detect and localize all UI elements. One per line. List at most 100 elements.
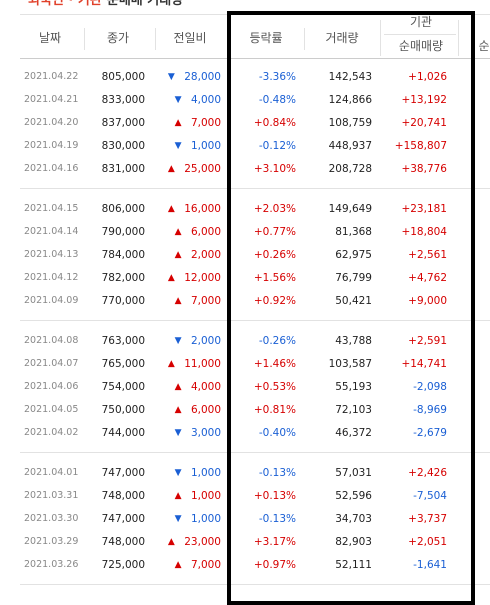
date: 2021.04.12 — [24, 272, 79, 283]
change: 23,000 — [184, 536, 221, 548]
volume: 81,368 — [335, 226, 372, 238]
change: 2,000 — [190, 335, 221, 347]
change-arrow: ▼ — [174, 514, 182, 524]
change: 7,000 — [190, 559, 221, 571]
volume: 108,759 — [328, 117, 372, 129]
volume: 52,111 — [335, 559, 372, 571]
rate: +1.56% — [253, 272, 296, 284]
inst-net: -2,679 — [413, 427, 447, 439]
date: 2021.04.09 — [24, 295, 79, 306]
inst-net: -7,504 — [413, 490, 447, 502]
change: 6,000 — [190, 404, 221, 416]
rate: -0.13% — [258, 513, 296, 525]
change: 11,000 — [184, 358, 221, 370]
date: 2021.04.06 — [24, 381, 79, 392]
change-arrow: ▲ — [174, 491, 182, 501]
rate: -3.36% — [258, 71, 296, 83]
change: 28,000 — [184, 71, 221, 83]
change: 7,000 — [190, 295, 221, 307]
date: 2021.04.08 — [24, 335, 79, 346]
inst-net: +14,741 — [401, 358, 447, 370]
header-bottom-line — [20, 58, 490, 59]
close: 831,000 — [101, 163, 145, 175]
inst-net: +18,804 — [401, 226, 447, 238]
close: 782,000 — [101, 272, 145, 284]
close: 748,000 — [101, 536, 145, 548]
change: 1,000 — [190, 467, 221, 479]
date: 2021.04.19 — [24, 140, 79, 151]
header-divider — [84, 28, 85, 50]
date: 2021.04.13 — [24, 249, 79, 260]
inst-net: +9,000 — [408, 295, 447, 307]
inst-net: +23,181 — [401, 203, 447, 215]
rate: +0.13% — [253, 490, 296, 502]
title-highlight: 외국인 · 기관 — [28, 0, 102, 8]
volume: 103,587 — [328, 358, 372, 370]
close: 754,000 — [101, 381, 145, 393]
date: 2021.03.30 — [24, 513, 79, 524]
change-arrow: ▲ — [167, 273, 175, 283]
rate: +0.26% — [253, 249, 296, 261]
group-divider — [20, 452, 490, 453]
date: 2021.03.31 — [24, 490, 79, 501]
change-arrow: ▲ — [174, 250, 182, 260]
change: 1,000 — [190, 140, 221, 152]
change: 1,000 — [190, 490, 221, 502]
change: 3,000 — [190, 427, 221, 439]
change-arrow: ▼ — [167, 72, 175, 82]
volume: 124,866 — [328, 94, 372, 106]
date: 2021.04.14 — [24, 226, 79, 237]
rate: -0.48% — [258, 94, 296, 106]
date: 2021.04.22 — [24, 71, 79, 82]
inst-net: +38,776 — [401, 163, 447, 175]
volume: 55,193 — [335, 381, 372, 393]
title-rest: 순매매 거래량 — [106, 0, 184, 8]
header-foreign: 순 — [478, 39, 490, 53]
close: 806,000 — [101, 203, 145, 215]
change-arrow: ▼ — [174, 428, 182, 438]
close: 784,000 — [101, 249, 145, 261]
close: 747,000 — [101, 513, 145, 525]
change-arrow: ▼ — [174, 95, 182, 105]
volume: 448,937 — [328, 140, 372, 152]
volume: 76,799 — [335, 272, 372, 284]
change-arrow: ▲ — [174, 296, 182, 306]
volume: 46,372 — [335, 427, 372, 439]
date: 2021.04.01 — [24, 467, 79, 478]
date: 2021.04.02 — [24, 427, 79, 438]
header-divider — [155, 28, 156, 50]
change-arrow: ▲ — [167, 537, 175, 547]
close: 744,000 — [101, 427, 145, 439]
group-divider — [20, 320, 490, 321]
change-arrow: ▲ — [167, 359, 175, 369]
date: 2021.03.26 — [24, 559, 79, 570]
date: 2021.04.16 — [24, 163, 79, 174]
inst-net: +1,026 — [408, 71, 447, 83]
change: 1,000 — [190, 513, 221, 525]
rate: -0.40% — [258, 427, 296, 439]
close: 770,000 — [101, 295, 145, 307]
rate: +3.17% — [253, 536, 296, 548]
date: 2021.04.21 — [24, 94, 79, 105]
inst-net: +2,561 — [408, 249, 447, 261]
header-divider — [384, 34, 456, 35]
date: 2021.04.05 — [24, 404, 79, 415]
volume: 43,788 — [335, 335, 372, 347]
header-inst-group: 기관 — [409, 15, 433, 29]
inst-net: +2,591 — [408, 335, 447, 347]
rate: -0.13% — [258, 467, 296, 479]
close: 747,000 — [101, 467, 145, 479]
close: 748,000 — [101, 490, 145, 502]
close: 750,000 — [101, 404, 145, 416]
change-arrow: ▼ — [174, 468, 182, 478]
change: 16,000 — [184, 203, 221, 215]
rate: +0.84% — [253, 117, 296, 129]
header-date: 날짜 — [38, 31, 62, 45]
change-arrow: ▲ — [167, 204, 175, 214]
volume: 142,543 — [328, 71, 372, 83]
change-arrow: ▲ — [174, 118, 182, 128]
change-arrow: ▼ — [174, 336, 182, 346]
change: 25,000 — [184, 163, 221, 175]
inst-net: +20,741 — [401, 117, 447, 129]
inst-net: +4,762 — [408, 272, 447, 284]
